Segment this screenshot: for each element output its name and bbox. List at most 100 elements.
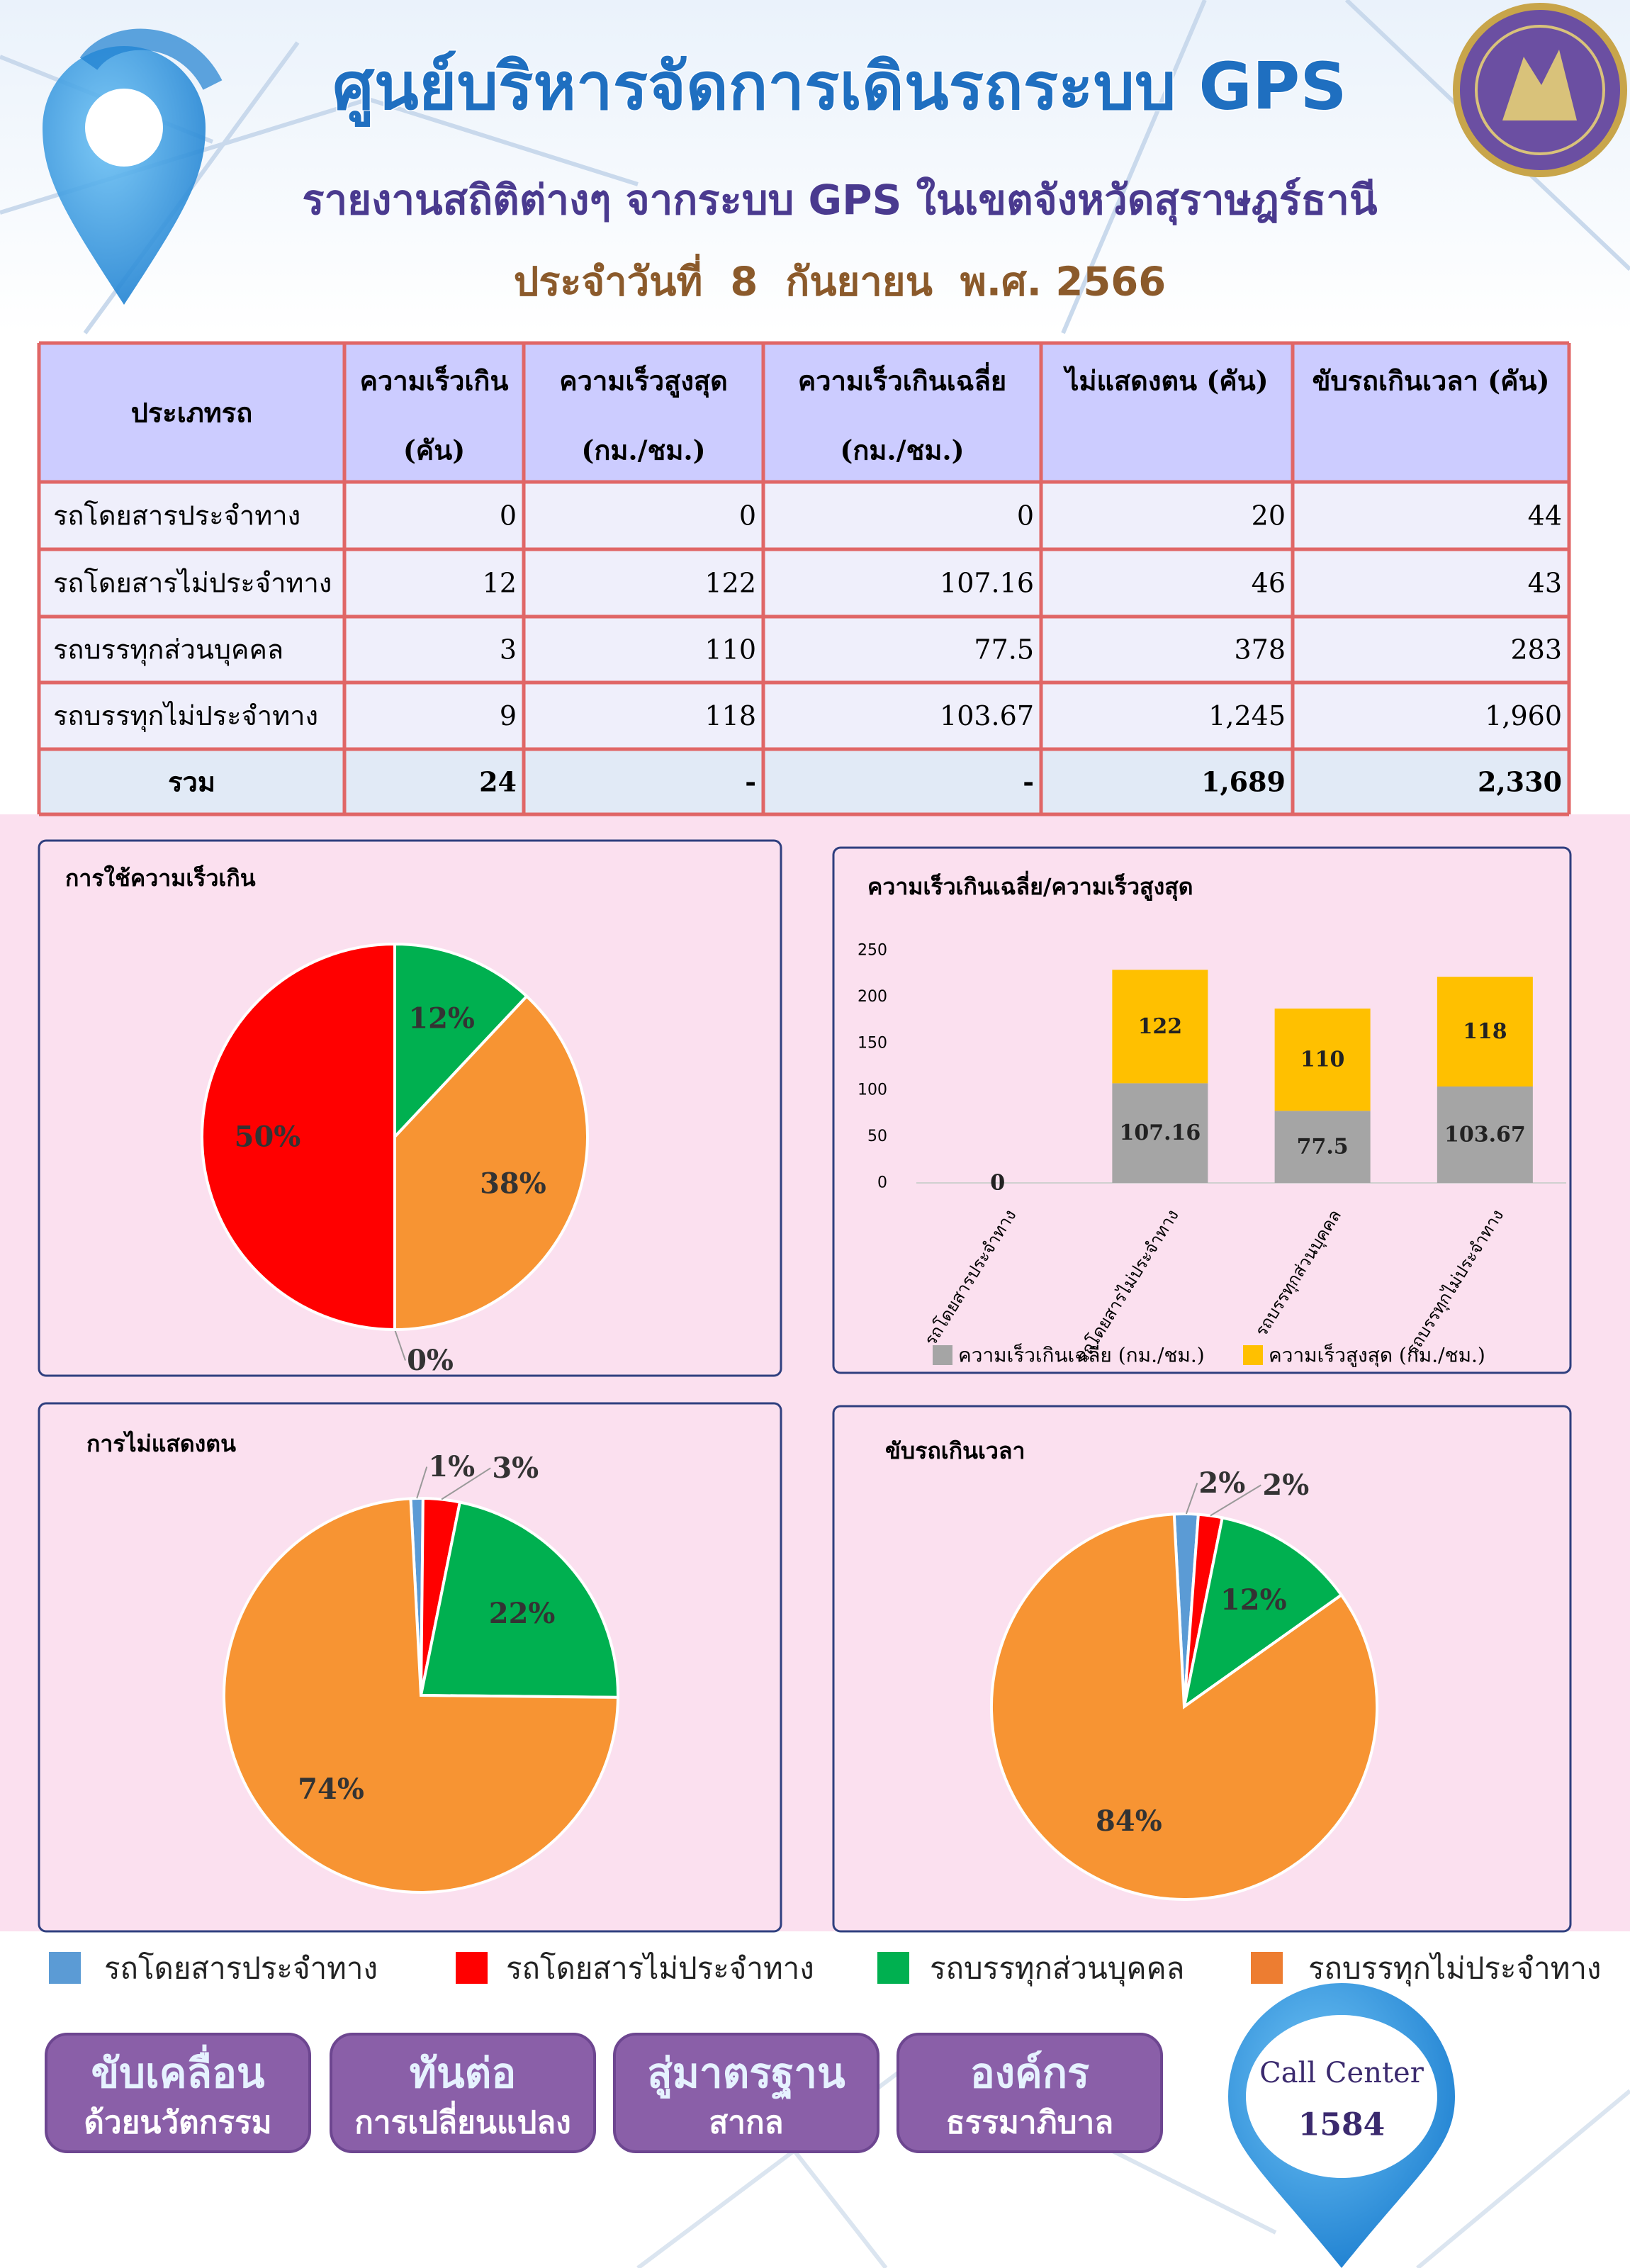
table-header-cell: ความเร็วเกินเฉลี่ย xyxy=(798,362,1006,397)
stats-table: ประเภทรถ ความเร็วเกิน (คัน) ความเร็วสูงสุด (… xyxy=(37,341,1571,816)
table-cell: รถโดยสารประจำทาง xyxy=(53,500,300,532)
table-row-bg xyxy=(39,549,1569,617)
chart-title: การไม่แสดงตน xyxy=(86,1430,236,1457)
call-center-disc xyxy=(1246,2015,1437,2178)
leader-line xyxy=(441,1467,491,1500)
table-cell: 0 xyxy=(1017,500,1034,532)
legend-label: รถโดยสารไม่ประจำทาง xyxy=(506,1951,814,1986)
table-cell: รถโดยสารไม่ประจำทาง xyxy=(53,568,332,599)
leader-line xyxy=(1185,1483,1198,1515)
pie-slice xyxy=(201,942,396,1332)
footer-badge xyxy=(896,2033,1163,2153)
table-cell: 1,245 xyxy=(1208,700,1286,731)
bar-label: 118 xyxy=(1463,1019,1507,1044)
footer-badge-title: สู่มาตรฐาน xyxy=(647,2049,845,2100)
pie-label: 3% xyxy=(492,1452,539,1485)
header-date: ประจำวันที่ 8 กันยายน พ.ศ. 2566 xyxy=(514,254,1166,305)
y-tick-label: 50 xyxy=(867,1128,887,1145)
footer: ขับเคลื่อนด้วยนวัตกรรม ทันต่อการเปลี่ยนแป… xyxy=(45,1983,1455,2268)
leader-line xyxy=(416,1466,428,1499)
header-subtitle: รายงานสถิติต่างๆ จากระบบ GPS ในเขตจังหวั… xyxy=(302,176,1377,226)
table-cell: รวม xyxy=(168,766,215,798)
table-header-cell: ความเร็วเกิน xyxy=(360,365,509,397)
table-cell: 3 xyxy=(500,634,517,666)
table-cell: 103.67 xyxy=(940,700,1034,731)
table-cell: 2,330 xyxy=(1478,766,1562,798)
legend-swatch xyxy=(1243,1345,1263,1365)
table-cell: 44 xyxy=(1528,500,1562,532)
table-row-bg xyxy=(39,617,1569,683)
table-cell: รถบรรทุกไม่ประจำทาง xyxy=(53,700,318,732)
table-row-bg xyxy=(39,482,1569,549)
chart-title: ขับรถเกินเวลา xyxy=(885,1437,1025,1464)
legend-label: รถโดยสารประจำทาง xyxy=(104,1951,378,1986)
legend-swatch xyxy=(49,1952,81,1984)
footer-badge xyxy=(45,2033,311,2153)
table-header-bg xyxy=(39,343,1569,482)
table-cell: 107.16 xyxy=(940,568,1034,599)
y-tick-label: 250 xyxy=(858,942,887,960)
bar-label: 110 xyxy=(1300,1048,1345,1072)
table-cell: 110 xyxy=(704,634,756,666)
pie-label: 2% xyxy=(1198,1466,1245,1500)
footer-badge-title: องค์กร xyxy=(970,2049,1089,2097)
header-title: ศูนย์บริหารจัดการเดินรถระบบ GPS xyxy=(332,49,1347,128)
charts: การใช้ความเร็วเกิน 0% 50% 12% 38% ความเร็วเกิ… xyxy=(38,839,1572,1933)
bar xyxy=(1112,970,1208,1084)
bar xyxy=(1437,1086,1533,1183)
pie-label: 74% xyxy=(298,1773,364,1806)
bar-label: 77.5 xyxy=(1297,1135,1349,1160)
pie-label: 38% xyxy=(480,1167,546,1201)
table-header-cell: (กม./ชม.) xyxy=(840,434,964,466)
bar-label: 103.67 xyxy=(1444,1122,1526,1147)
bar xyxy=(1437,977,1533,1087)
table-header-cell: (คัน) xyxy=(403,434,465,466)
footer-badge xyxy=(330,2033,596,2153)
table-cell: 1,689 xyxy=(1201,766,1286,798)
y-tick-label: 200 xyxy=(858,988,887,1006)
legend-swatch xyxy=(456,1952,488,1984)
table-cell: - xyxy=(745,766,756,798)
bar-label: 0 xyxy=(990,1171,1005,1196)
legend-label: รถบรรทุกไม่ประจำทาง xyxy=(1308,1951,1601,1987)
legend-swatch xyxy=(1251,1952,1283,1984)
pie-slice xyxy=(393,994,589,1332)
bar-label: 0 xyxy=(990,1171,1005,1196)
table-cell: 46 xyxy=(1252,568,1286,599)
pie-slice xyxy=(419,1500,619,1699)
table-total-bg xyxy=(39,749,1569,814)
pie-label: 22% xyxy=(489,1597,556,1630)
table-cell: 378 xyxy=(1234,634,1286,666)
pie-label: 0% xyxy=(407,1344,454,1377)
table-cell: 0 xyxy=(500,500,517,532)
header-background xyxy=(0,0,1630,333)
pie-label: 12% xyxy=(408,1002,475,1035)
table-cell: - xyxy=(1023,766,1034,798)
legend: รถโดยสารประจำทาง รถโดยสารไม่ประจำทาง รถบรร… xyxy=(49,1951,1601,1987)
table-cell: 122 xyxy=(704,568,756,599)
table-cell: 118 xyxy=(704,700,756,731)
header-pin xyxy=(43,28,223,305)
table-cell: 43 xyxy=(1528,568,1562,599)
bar xyxy=(1274,1111,1371,1183)
y-tick-label: 0 xyxy=(877,1174,887,1192)
footer-badge-subtitle: ด้วยนวัตกรรม xyxy=(84,2105,271,2141)
legend-swatch xyxy=(877,1952,909,1984)
bar xyxy=(1274,1009,1371,1111)
y-tick-label: 100 xyxy=(858,1081,887,1099)
bar-label: 107.16 xyxy=(1119,1121,1201,1145)
footer-badge-subtitle: ธรรมาภิบาล xyxy=(946,2105,1113,2141)
pie-slice xyxy=(1182,1516,1344,1710)
pie-slice xyxy=(393,942,529,1141)
footer-badge-subtitle: สากล xyxy=(709,2105,783,2141)
pie-label: 1% xyxy=(428,1450,475,1483)
leader-line xyxy=(1210,1484,1261,1517)
footer-badge-title: ทันต่อ xyxy=(410,2049,516,2097)
legend-label: ความเร็วเกินเฉลี่ย (กม./ชม.) xyxy=(958,1342,1205,1367)
pie-label: 12% xyxy=(1220,1583,1287,1617)
pie-label: 50% xyxy=(235,1121,301,1154)
call-center-number: 1584 xyxy=(1298,2107,1385,2143)
leader-line xyxy=(394,1329,406,1361)
